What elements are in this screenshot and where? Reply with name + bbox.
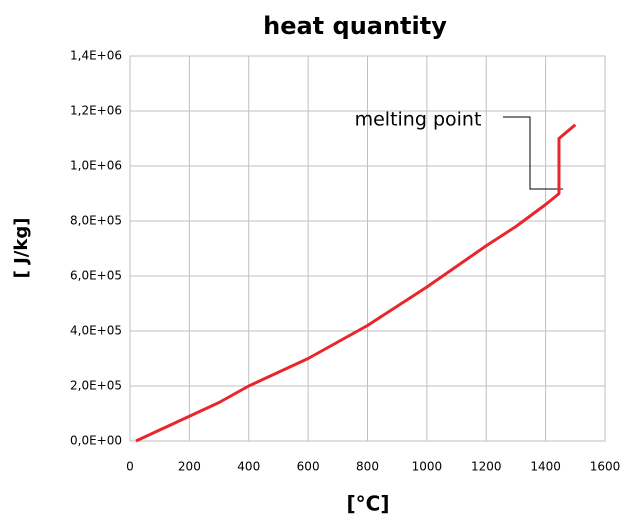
x-tick-label: 1600 [590,460,621,474]
x-tick-label: 1000 [412,460,443,474]
annotation: melting point [355,109,482,131]
x-tick-label: 0 [126,460,134,474]
x-tick-label: 200 [178,460,201,474]
y-axis-label: [ J/kg] [11,218,32,279]
x-tick-label: 1400 [530,460,561,474]
y-tick-label: 4,0E+05 [70,324,122,338]
y-tick-label: 1,0E+06 [70,159,122,173]
y-tick-label: 8,0E+05 [70,214,122,228]
x-axis-label: [°C] [347,492,390,516]
annotation-leader [503,116,563,190]
chart-title: heat quantity [263,12,447,40]
x-tick-label: 600 [297,460,320,474]
x-tick-label: 800 [356,460,379,474]
y-tick-label: 1,2E+06 [70,104,122,118]
plot-area [129,55,606,442]
y-tick-label: 1,4E+06 [70,49,122,63]
x-tick-label: 400 [237,460,260,474]
y-tick-label: 6,0E+05 [70,269,122,283]
data-line [135,123,577,443]
y-tick-label: 0,0E+00 [70,434,122,448]
x-tick-label: 1200 [471,460,502,474]
y-tick-label: 2,0E+05 [70,379,122,393]
